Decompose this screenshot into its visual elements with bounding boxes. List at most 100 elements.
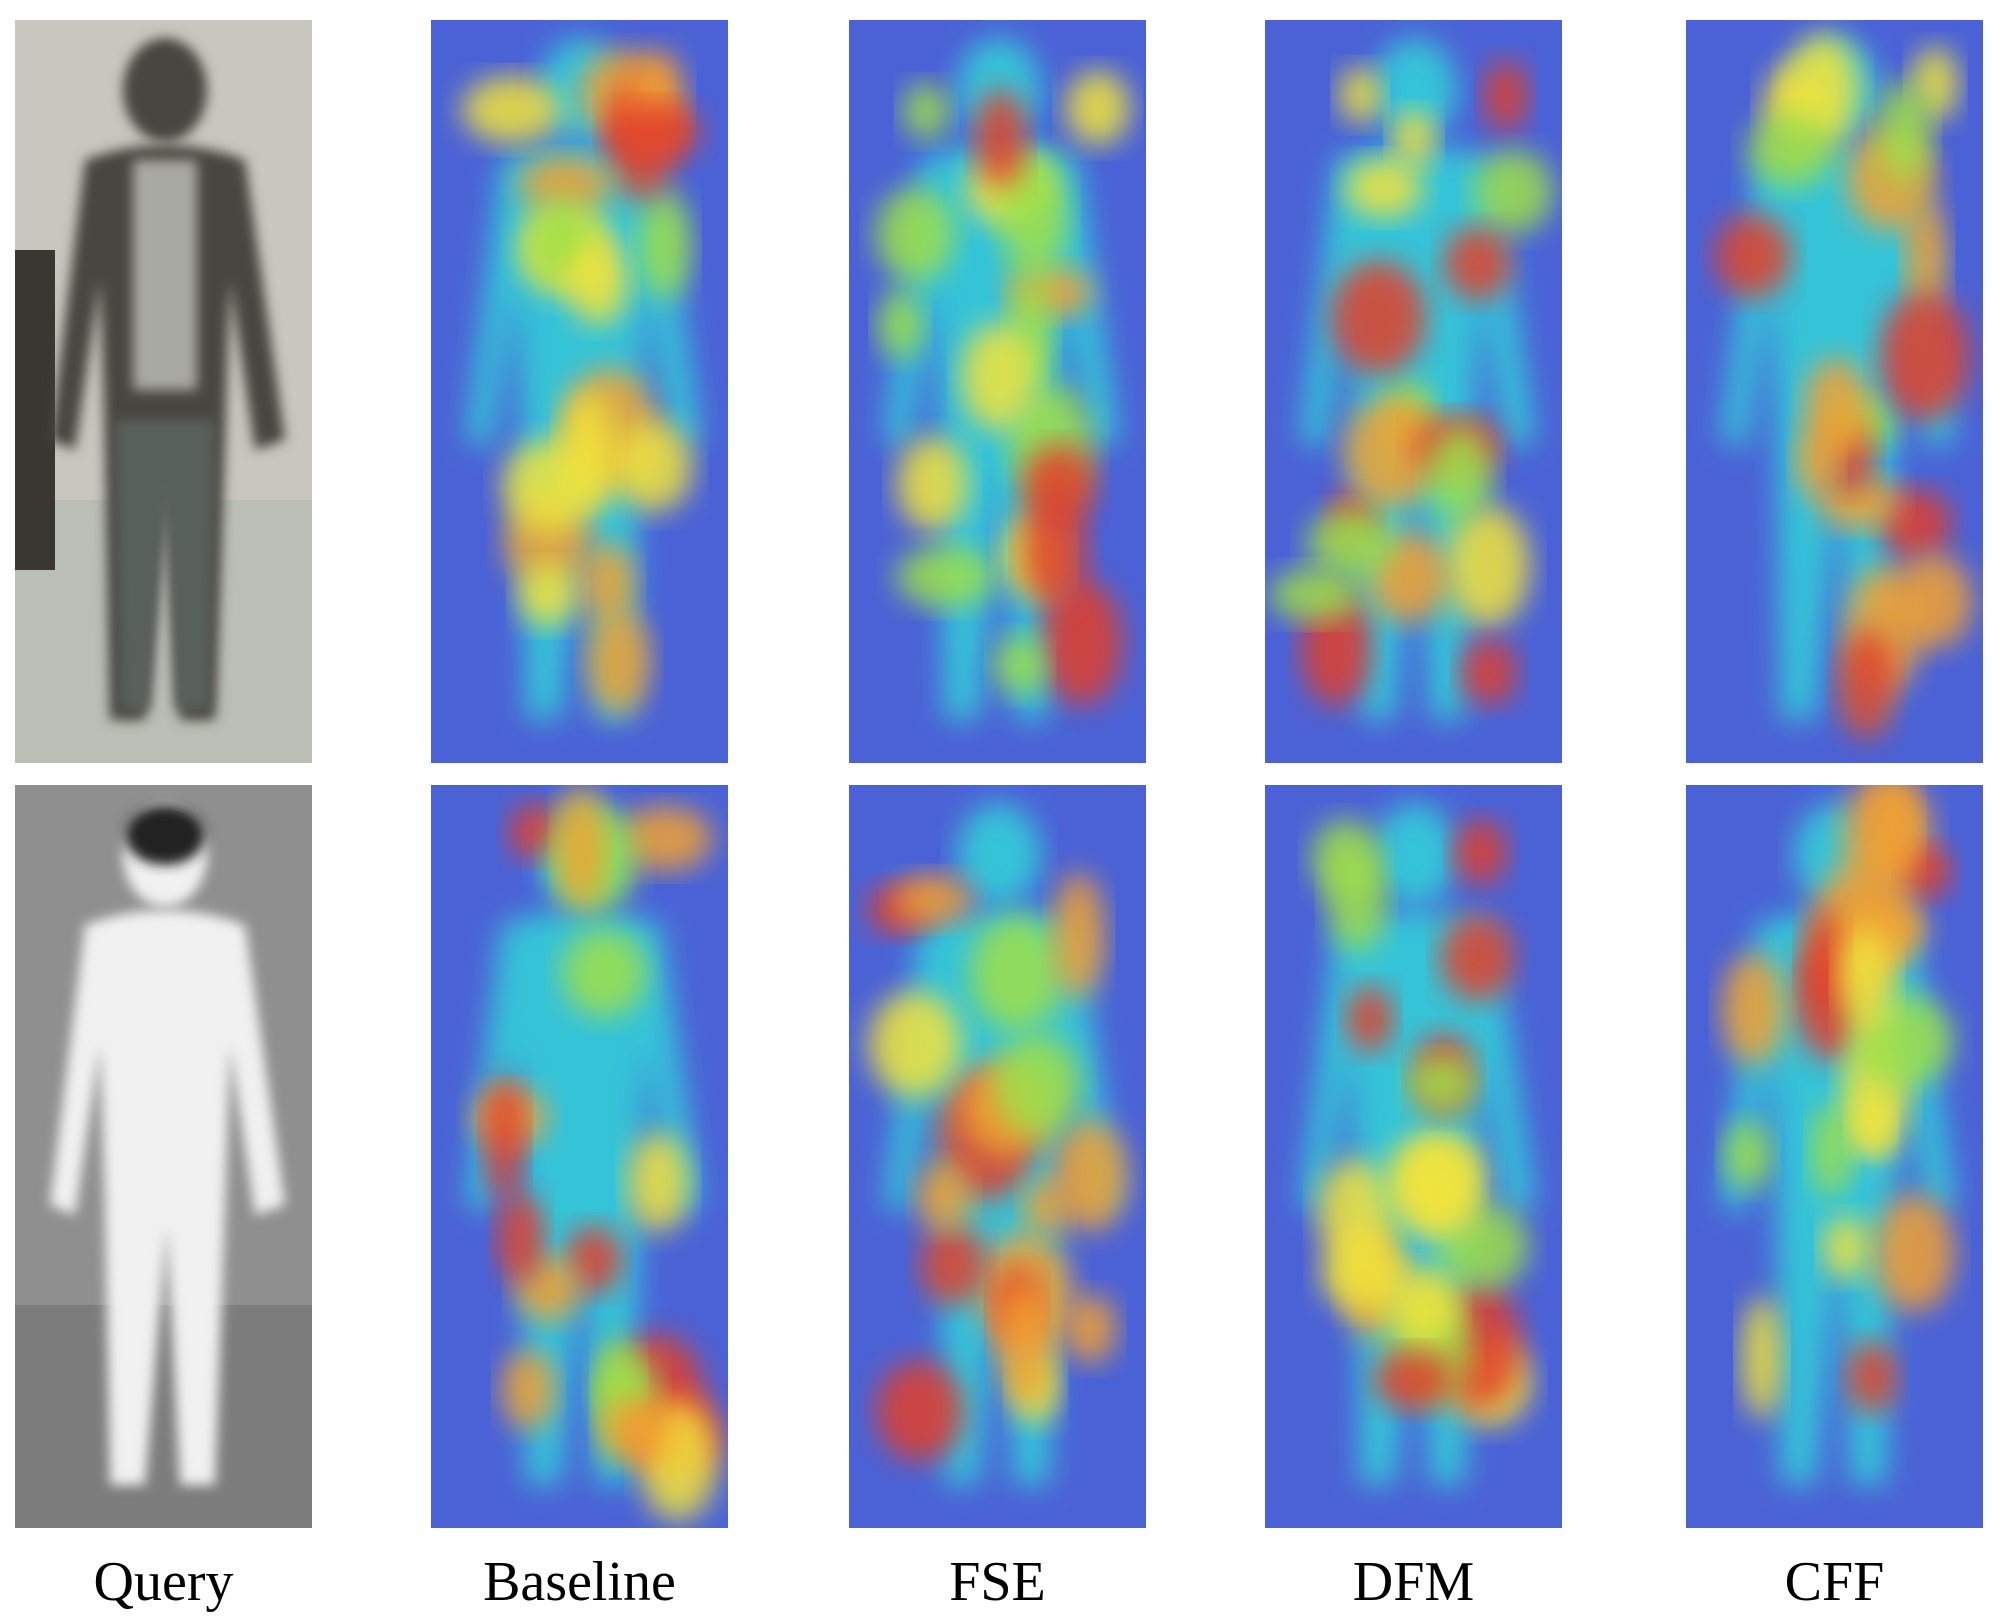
legs: [115, 420, 215, 710]
heat-blob: [1346, 986, 1394, 1053]
heat-blob: [1741, 1296, 1783, 1420]
image-panel: [1265, 785, 1562, 1528]
heat-blob: [1823, 1216, 1870, 1280]
image-panel: [1686, 785, 1983, 1528]
heat-blob: [1460, 639, 1518, 706]
column-label: CFF: [1785, 1551, 1885, 1613]
image-panel: [1265, 20, 1562, 763]
heat-blob: [974, 89, 1028, 188]
heat-body: [1373, 38, 1457, 142]
heat-blob: [600, 1397, 670, 1463]
heat-blob: [877, 290, 923, 359]
hair: [125, 805, 205, 865]
heat-body: [1373, 803, 1457, 907]
heat-blob: [1474, 149, 1553, 234]
heat-blob: [611, 102, 702, 160]
heat-blob: [1391, 109, 1436, 167]
heat-blob: [1331, 260, 1426, 375]
heat-blob: [501, 1349, 556, 1430]
heat-blob: [902, 82, 950, 140]
heat-blob: [1880, 291, 1971, 421]
heat-blob: [1795, 425, 1839, 499]
wall-object: [15, 250, 55, 570]
heat-blob: [1811, 1103, 1853, 1197]
heat-blob: [484, 1076, 525, 1200]
heat-blob: [895, 545, 995, 608]
heat-blob: [920, 1223, 987, 1306]
column-label: Baseline: [483, 1551, 676, 1613]
heat-blob: [895, 874, 973, 926]
heat-blob: [562, 928, 647, 1018]
image-panel: [15, 785, 312, 1528]
heat-blob: [1344, 158, 1424, 219]
heat-blob: [1269, 568, 1362, 622]
heat-blob: [1483, 60, 1529, 132]
heat-blob: [557, 785, 604, 908]
heat-blob: [994, 634, 1046, 696]
heat-blob: [1851, 1093, 1892, 1154]
heat-blob: [1063, 1294, 1117, 1364]
image-panel: [15, 20, 312, 763]
person: [50, 803, 285, 1485]
heat-blob: [1876, 79, 1932, 184]
heat-blob: [993, 1033, 1081, 1137]
heat-blob: [1440, 914, 1515, 1002]
heat-blob: [1747, 113, 1834, 188]
heat-blob: [1837, 630, 1896, 740]
heat-blob: [586, 607, 651, 715]
heat-blob: [1306, 508, 1393, 579]
heat-blob: [1839, 927, 1895, 1036]
heat-blob: [1724, 1121, 1772, 1190]
heat-blob: [1453, 819, 1508, 886]
heat-blob: [1317, 1158, 1393, 1270]
heat-blob: [518, 564, 579, 627]
heat-blob: [566, 1225, 623, 1294]
heat-body: [957, 803, 1041, 907]
heat-blob: [1818, 476, 1900, 530]
heat-blob: [580, 542, 636, 623]
heat-blob: [1372, 1350, 1455, 1410]
person-body: [123, 38, 207, 142]
heat-blob: [496, 1193, 545, 1283]
heat-blob: [461, 76, 562, 144]
heat-blob: [1052, 872, 1105, 999]
heat-blob: [1846, 1341, 1898, 1414]
heat-blob: [627, 1132, 689, 1233]
heat-blob: [1800, 909, 1845, 1011]
heat-blob: [1395, 1144, 1475, 1240]
heat-blob: [868, 991, 962, 1098]
image-panel: [431, 20, 728, 763]
heat-blob: [1065, 70, 1131, 146]
image-panel: [1686, 20, 1983, 763]
image-panel: [431, 785, 728, 1528]
column-label: FSE: [949, 1551, 1046, 1613]
heat-blob: [618, 805, 713, 871]
person: [50, 38, 285, 720]
heat-blob: [896, 436, 968, 532]
floor: [15, 1305, 312, 1528]
heat-blob: [875, 1360, 964, 1462]
heat-blob: [1443, 226, 1512, 301]
heat-blob: [1714, 213, 1792, 298]
column-label: Query: [94, 1551, 234, 1613]
shirt: [133, 160, 197, 390]
heat-blob: [518, 156, 613, 211]
heat-blob: [1408, 1054, 1476, 1113]
heat-blob: [1052, 1119, 1128, 1232]
heat-blob: [560, 391, 615, 515]
heat-blob: [969, 915, 1064, 1032]
heat-blob: [1427, 427, 1494, 521]
heat-blob: [961, 322, 1036, 431]
heat-blob: [1022, 444, 1097, 523]
heat-blob: [508, 803, 564, 860]
heat-body: [466, 910, 701, 1485]
heat-blob: [1870, 785, 1918, 881]
heat-blob: [568, 243, 629, 326]
heat-blob: [916, 1163, 972, 1231]
image-panel: [849, 20, 1146, 763]
heat-blob: [1000, 150, 1068, 281]
column-label: DFM: [1353, 1551, 1474, 1613]
heat-blob: [1901, 844, 1953, 899]
